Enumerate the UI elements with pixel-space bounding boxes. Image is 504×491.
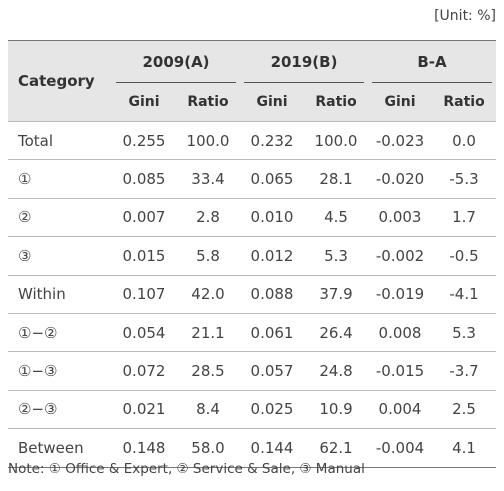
cell: 28.1 — [304, 159, 369, 199]
cell: -0.023 — [368, 120, 433, 160]
table-row: Between 0.148 58.0 0.144 62.1 -0.004 4.1 — [8, 428, 497, 468]
cell: 26.4 — [304, 312, 369, 352]
cell: -0.002 — [368, 236, 433, 276]
cell: 62.1 — [304, 428, 369, 468]
cell: 1.7 — [432, 197, 497, 237]
row-label: Within — [8, 274, 112, 314]
sub-header: Ratio — [176, 83, 241, 122]
row-label: ② — [8, 197, 112, 237]
table-row: ①−③ 0.072 28.5 0.057 24.8 -0.015 -3.7 — [8, 351, 497, 391]
cell: 28.5 — [176, 351, 241, 391]
cell: -5.3 — [432, 159, 497, 199]
cell: 0.144 — [240, 428, 305, 468]
data-table: Category 2009(A) 2019(B) B-A Gini Ratio Gini R… — [8, 40, 497, 468]
cell: -0.020 — [368, 159, 433, 199]
cell: 0.010 — [240, 197, 305, 237]
row-label: ①−② — [8, 312, 112, 352]
table-row: ②−③ 0.021 8.4 0.025 10.9 0.004 2.5 — [8, 389, 497, 429]
cell: -0.019 — [368, 274, 433, 314]
cell: 0.021 — [112, 389, 176, 429]
cell: 0.057 — [240, 351, 305, 391]
cell: 0.148 — [112, 428, 176, 468]
cell: 0.088 — [240, 274, 305, 314]
cell: 0.065 — [240, 159, 305, 199]
cell: 8.4 — [176, 389, 241, 429]
cell: 5.3 — [432, 312, 497, 352]
category-header: Category — [8, 40, 112, 122]
cell: 0.085 — [112, 159, 176, 199]
group-header-cell: 2019(B) — [240, 40, 369, 83]
group-header-cell: B-A — [368, 40, 497, 83]
cell: 33.4 — [176, 159, 241, 199]
sub-header: Ratio — [432, 83, 497, 122]
cell: 0.012 — [240, 236, 305, 276]
cell: 24.8 — [304, 351, 369, 391]
cell: -3.7 — [432, 351, 497, 391]
table-body: Total 0.255 100.0 0.232 100.0 -0.023 0.0 ① 0.085… — [8, 120, 497, 468]
cell: 0.232 — [240, 120, 305, 160]
cell: 0.072 — [112, 351, 176, 391]
group-header: 2009(A) — [116, 42, 237, 83]
cell: 5.3 — [304, 236, 369, 276]
table-row: ③ 0.015 5.8 0.012 5.3 -0.002 -0.5 — [8, 236, 497, 276]
cell: 0.025 — [240, 389, 305, 429]
sub-header: Ratio — [304, 83, 369, 122]
row-label: ①−③ — [8, 351, 112, 391]
cell: 10.9 — [304, 389, 369, 429]
cell: 4.5 — [304, 197, 369, 237]
cell: 0.107 — [112, 274, 176, 314]
cell: 2.5 — [432, 389, 497, 429]
table-row: ①−② 0.054 21.1 0.061 26.4 0.008 5.3 — [8, 312, 497, 352]
sub-header: Gini — [368, 83, 433, 122]
row-label: Total — [8, 120, 112, 160]
row-label: ① — [8, 159, 112, 199]
cell: 0.008 — [368, 312, 433, 352]
cell: 0.061 — [240, 312, 305, 352]
row-label: ②−③ — [8, 389, 112, 429]
cell: 58.0 — [176, 428, 241, 468]
cell: 0.015 — [112, 236, 176, 276]
cell: 0.0 — [432, 120, 497, 160]
table-row: Within 0.107 42.0 0.088 37.9 -0.019 -4.1 — [8, 274, 497, 314]
row-label: ③ — [8, 236, 112, 276]
table-row: ② 0.007 2.8 0.010 4.5 0.003 1.7 — [8, 197, 497, 237]
table-row: ① 0.085 33.4 0.065 28.1 -0.020 -5.3 — [8, 159, 497, 199]
cell: 4.1 — [432, 428, 497, 468]
cell: 100.0 — [176, 120, 241, 160]
cell: 100.0 — [304, 120, 369, 160]
cell: 2.8 — [176, 197, 241, 237]
unit-label: [Unit: %] — [434, 8, 496, 24]
cell: 0.054 — [112, 312, 176, 352]
cell: 5.8 — [176, 236, 241, 276]
note: Note: ① Office & Expert, ② Service & Sal… — [8, 461, 365, 477]
cell: 42.0 — [176, 274, 241, 314]
cell: 21.1 — [176, 312, 241, 352]
sub-header: Gini — [240, 83, 305, 122]
cell: -0.015 — [368, 351, 433, 391]
cell: 37.9 — [304, 274, 369, 314]
group-header-cell: 2009(A) — [112, 40, 241, 83]
table-row: Total 0.255 100.0 0.232 100.0 -0.023 0.0 — [8, 120, 497, 160]
cell: -4.1 — [432, 274, 497, 314]
table-header: Category 2009(A) 2019(B) B-A Gini Ratio Gini R… — [8, 40, 497, 122]
group-header: 2019(B) — [244, 42, 365, 83]
cell: 0.004 — [368, 389, 433, 429]
cell: 0.003 — [368, 197, 433, 237]
cell: 0.007 — [112, 197, 176, 237]
group-header: B-A — [372, 42, 493, 83]
row-label: Between — [8, 428, 112, 468]
cell: -0.5 — [432, 236, 497, 276]
cell: 0.255 — [112, 120, 176, 160]
cell: -0.004 — [368, 428, 433, 468]
sub-header: Gini — [112, 83, 176, 122]
